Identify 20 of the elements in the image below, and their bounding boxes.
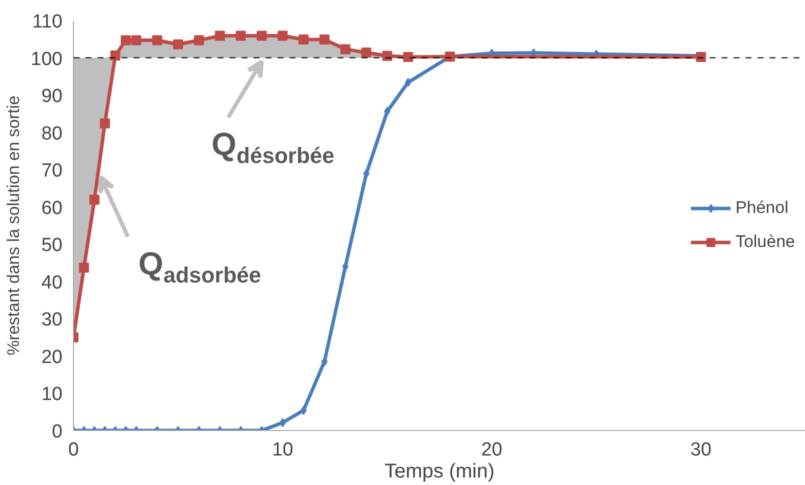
x-tick-label: 0	[68, 440, 79, 460]
y-axis-title: %restant dans la solution en sortie	[4, 96, 23, 356]
x-tick-label: 20	[481, 440, 502, 460]
legend-label: Toluène	[735, 232, 795, 252]
y-tick-label: 90	[41, 86, 63, 108]
y-tick-label: 100	[30, 48, 62, 70]
x-tick-label: 10	[272, 440, 294, 460]
legend-label: Phénol	[735, 198, 788, 218]
x-axis-title: Temps (min)	[384, 460, 495, 482]
y-tick-label: 60	[41, 198, 63, 219]
y-tick-label: 20	[41, 346, 63, 368]
y-tick-label: 110	[32, 12, 63, 32]
y-tick-label: 40	[41, 272, 63, 294]
y-tick-label: 70	[41, 160, 63, 182]
y-tick-label: 30	[41, 310, 63, 331]
y-tick-label: 10	[41, 384, 63, 406]
y-tick-label: 0	[52, 422, 63, 442]
y-tick-label: 50	[41, 235, 63, 256]
y-tick-label: 80	[41, 123, 63, 144]
x-tick-label: 30	[690, 440, 712, 460]
